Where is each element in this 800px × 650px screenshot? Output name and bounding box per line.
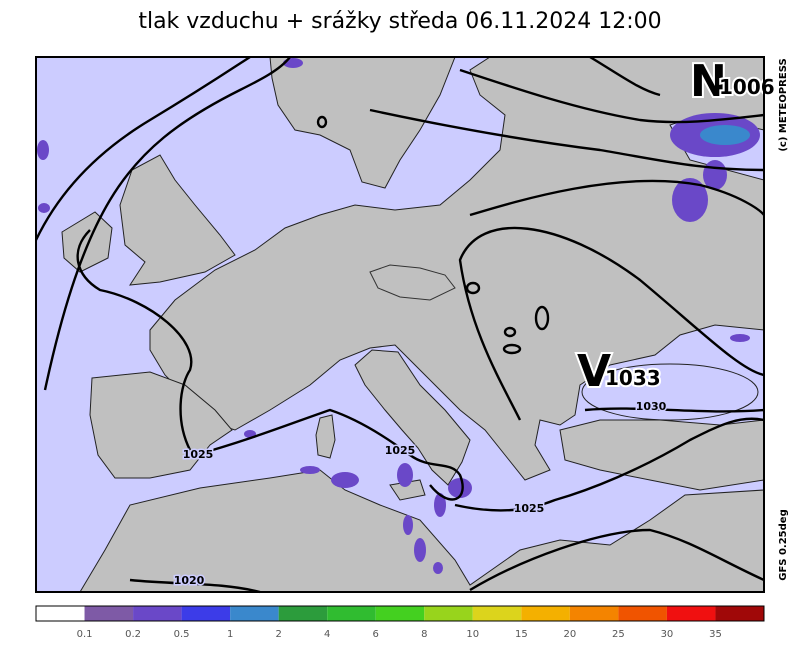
- colorbar-label: 0.1: [77, 629, 93, 640]
- colorbar-label: 10: [466, 629, 479, 640]
- land: [354, 349, 471, 486]
- isobar: [43, 56, 291, 391]
- isobar-label: 1025: [183, 448, 214, 461]
- colorbar-label: 6: [373, 629, 379, 640]
- colorbar-swatch: [36, 606, 85, 621]
- colorbar-label: 15: [515, 629, 528, 640]
- land: [315, 414, 336, 459]
- rain: [434, 493, 446, 517]
- isobar: [458, 226, 765, 421]
- colorbar-swatch: [327, 606, 376, 621]
- isobar: [589, 55, 661, 97]
- colorbar-swatch: [472, 606, 522, 621]
- isobar-label: 1025: [385, 444, 416, 457]
- land: [149, 56, 765, 481]
- colorbar-label: 35: [709, 629, 722, 640]
- colorbar-label: 4: [324, 629, 330, 640]
- rain: [700, 125, 750, 145]
- colorbar-swatch: [230, 606, 279, 621]
- land: [269, 56, 456, 189]
- isobar: [34, 55, 251, 241]
- colorbar-label: 30: [661, 629, 674, 640]
- credit: GFS 0.25deg: [778, 509, 789, 581]
- colorbar-swatch: [666, 606, 716, 621]
- colorbar-swatch: [424, 606, 473, 621]
- colorbar-label: 20: [563, 629, 576, 640]
- isobar: [454, 417, 765, 512]
- rain: [672, 178, 708, 222]
- isobar: [584, 407, 765, 413]
- rain: [433, 562, 443, 574]
- isobar-label: 1030: [636, 400, 667, 413]
- isobar-label: 1025: [514, 502, 545, 515]
- title: tlak vzduchu + srážky středa 06.11.2024 …: [138, 9, 661, 34]
- rain: [38, 203, 50, 213]
- map-frame: [35, 56, 765, 593]
- colorbar-swatch: [569, 606, 619, 621]
- isobar: [469, 528, 765, 592]
- colorbar-label: 2: [275, 629, 281, 640]
- colorbar-label: 1: [227, 629, 233, 640]
- land: [61, 211, 113, 273]
- map: 1025 1025 1025 1030 1020 N 1006 V 1033: [34, 54, 777, 594]
- isobar: [534, 305, 550, 331]
- rain: [37, 140, 49, 160]
- colorbar-frame: [35, 605, 765, 622]
- rain: [414, 538, 426, 562]
- rain: [403, 515, 413, 535]
- colorbar-swatch: [133, 606, 182, 621]
- colorbar-swatch: [521, 606, 570, 621]
- credit: (c) METEOPRESS: [778, 58, 789, 151]
- land: [79, 469, 765, 593]
- colorbar-label: 25: [612, 629, 625, 640]
- isobar: [369, 108, 765, 172]
- colorbar-label: 8: [421, 629, 427, 640]
- colorbar-label: 0.5: [174, 629, 190, 640]
- colorbar: 0.1 0.2 0.5 1 2 4 6 8 10 15 20 25 30 35: [35, 605, 765, 640]
- rain: [397, 463, 413, 487]
- colorbar-label: 0.2: [125, 629, 141, 640]
- isobar: [194, 408, 464, 501]
- black-sea: [581, 363, 759, 421]
- colorbar-swatch: [375, 606, 425, 621]
- border: [369, 264, 456, 301]
- isobar: [465, 281, 481, 295]
- colorbar-swatch: [618, 606, 667, 621]
- rain: [448, 478, 472, 498]
- colorbar-swatch: [84, 606, 134, 621]
- rain: [300, 466, 320, 474]
- isobar: [76, 229, 193, 451]
- rain: [730, 334, 750, 342]
- land: [89, 371, 233, 479]
- center-value: 1033: [605, 366, 661, 390]
- colorbar-swatch: [715, 606, 764, 621]
- isobar-label: 1020: [174, 574, 205, 587]
- isobar: [459, 68, 765, 124]
- isobar: [502, 343, 522, 355]
- center-value: 1006: [719, 75, 775, 99]
- center-letter: V: [577, 346, 611, 397]
- center-letter: N: [690, 56, 727, 107]
- isobar: [129, 578, 261, 594]
- rain: [331, 472, 359, 488]
- colorbar-swatch: [181, 606, 231, 621]
- isobar: [316, 115, 328, 129]
- colorbar-swatch: [278, 606, 328, 621]
- isobar: [503, 326, 517, 338]
- pressure-centers: N 1006 V 1033: [575, 54, 777, 399]
- isobar: [469, 179, 765, 217]
